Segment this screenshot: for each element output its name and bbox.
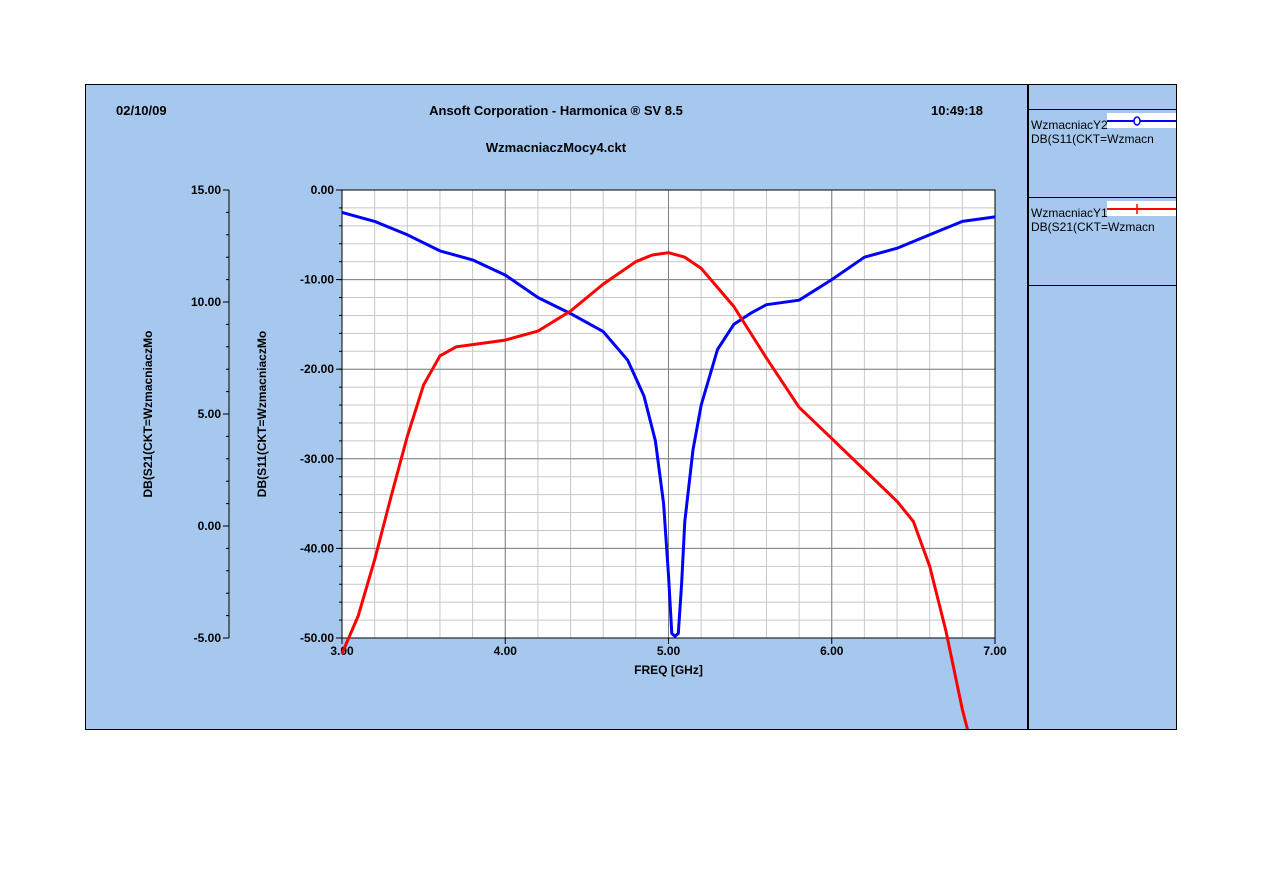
x-tick-label: 5.00 [657, 644, 681, 658]
s11-tick-label: -40.00 [300, 541, 334, 555]
s21-tick-label: 0.00 [198, 519, 222, 533]
x-tick-label: 7.00 [983, 644, 1007, 658]
x-axis-title: FREQ [GHz] [634, 663, 703, 677]
header-time: 10:49:18 [931, 103, 984, 118]
header-filename: WzmacniaczMocy4.ckt [485, 140, 627, 155]
legend-panel: WzmacniacY2 DB(S11(CKT=Wzmacn WzmacniacY… [1029, 85, 1176, 729]
plot-window: 02/10/09 Ansoft Corporation - Harmonica … [85, 84, 1177, 730]
s11-tick-label: 0.00 [311, 183, 335, 197]
series-line-s21 [340, 251, 969, 729]
series-line-s11 [341, 210, 996, 638]
legend-entry-s21[interactable]: WzmacniacY1 DB(S21(CKT=Wzmacn [1029, 197, 1176, 286]
s21-tick-label: -5.00 [194, 631, 222, 645]
chart: 3.00 4.00 5.00 6.00 7.000.00-10.00-20.00-30.… [141, 183, 1007, 729]
header-title: Ansoft Corporation - Harmonica ® SV 8.5 [429, 103, 683, 118]
header-date: 02/10/09 [116, 103, 167, 118]
legend-expr-s21: DB(S21(CKT=Wzmacn [1031, 220, 1155, 234]
legend-swatch-s21 [1107, 201, 1176, 216]
y-axis-title-s21: DB(S21(CKT=WzmacniaczMo [141, 330, 155, 497]
y-axis-title-s11: DB(S11(CKT=WzmacniaczMo [255, 331, 269, 497]
legend-entry-s11[interactable]: WzmacniacY2 DB(S11(CKT=Wzmacn [1029, 109, 1176, 198]
legend-name-s21: WzmacniacY1 [1031, 206, 1108, 220]
legend-swatch-s11 [1107, 113, 1176, 128]
s21-tick-label: 10.00 [191, 295, 221, 309]
legend-expr-s11: DB(S11(CKT=Wzmacn [1031, 132, 1154, 146]
s11-tick-label: -20.00 [300, 362, 334, 376]
s21-tick-label: 15.00 [191, 183, 221, 197]
s21-tick-label: 5.00 [198, 407, 222, 421]
legend-name-s11: WzmacniacY2 [1031, 118, 1108, 132]
s11-tick-label: -10.00 [300, 273, 334, 287]
legend-divider [1029, 285, 1176, 286]
plot-area: 02/10/09 Ansoft Corporation - Harmonica … [86, 85, 1029, 729]
x-tick-label: 4.00 [494, 644, 518, 658]
x-tick-label: 6.00 [820, 644, 844, 658]
s11-tick-label: -50.00 [300, 631, 334, 645]
s11-tick-label: -30.00 [300, 452, 334, 466]
